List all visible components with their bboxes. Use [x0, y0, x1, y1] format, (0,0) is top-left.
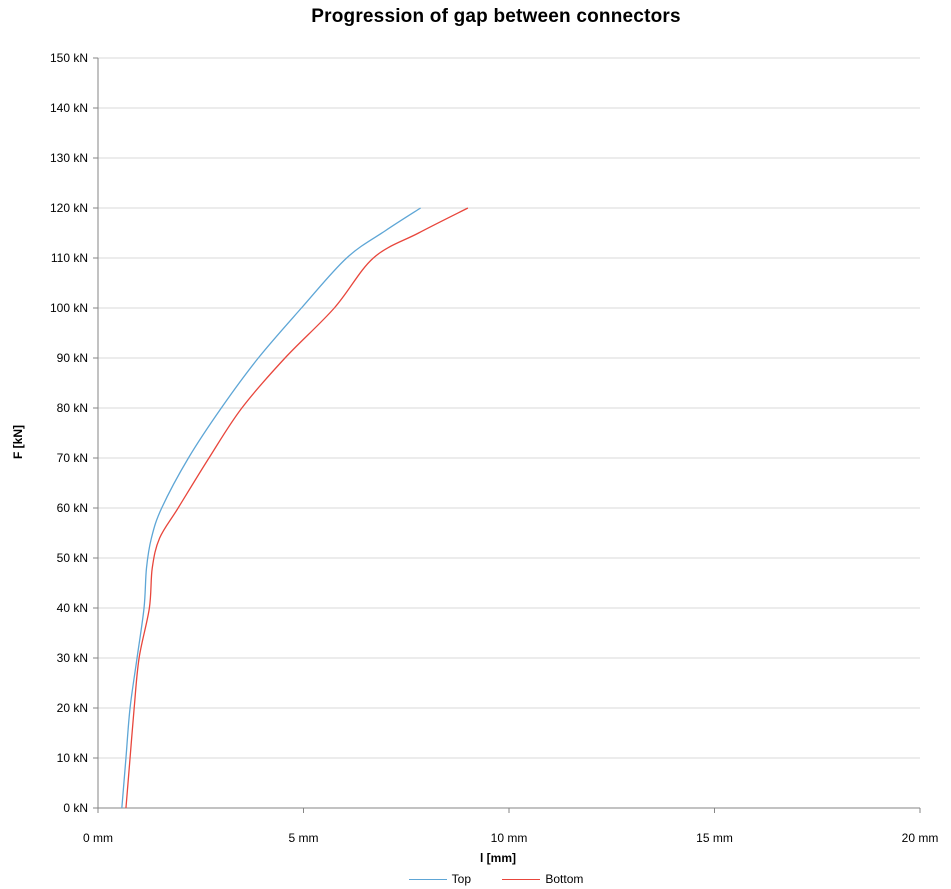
y-tick-label: 30 kN [57, 651, 88, 665]
legend-item-bottom: Bottom [502, 872, 583, 886]
legend-label-top: Top [451, 872, 471, 886]
series-line-bottom [125, 207, 469, 809]
x-axis-title: l [mm] [480, 851, 516, 865]
y-tick-labels: 0 kN 10 kN 20 kN 30 kN 40 kN 50 kN 60 kN 70 kN 8… [50, 51, 88, 815]
y-tick-label: 100 kN [50, 301, 88, 315]
series-lines [121, 207, 469, 809]
series-line-top [121, 207, 421, 809]
y-tick-label: 130 kN [50, 151, 88, 165]
y-tick-label: 10 kN [57, 751, 88, 765]
y-tick-label: 150 kN [50, 51, 88, 65]
y-tick-label: 0 kN [63, 801, 88, 815]
gridlines [98, 57, 920, 759]
y-tick-label: 60 kN [57, 501, 88, 515]
x-tick-label: 0 mm [83, 831, 113, 845]
x-tick-label: 15 mm [696, 831, 733, 845]
y-tick-label: 90 kN [57, 351, 88, 365]
y-tick-label: 80 kN [57, 401, 88, 415]
legend-swatch-top [408, 879, 447, 881]
y-tick-label: 20 kN [57, 701, 88, 715]
x-tick-labels: 0 mm 5 mm 10 mm 15 mm 20 mm [83, 831, 938, 845]
y-tick-label: 40 kN [57, 601, 88, 615]
x-tick-label: 10 mm [491, 831, 528, 845]
y-axis-title: F [kN] [11, 425, 25, 459]
y-tick-label: 140 kN [50, 101, 88, 115]
chart-title: Progression of gap between connectors [311, 6, 681, 27]
x-tick-label: 20 mm [902, 831, 939, 845]
legend-item-top: Top [408, 872, 471, 886]
y-tick-label: 50 kN [57, 551, 88, 565]
axes [93, 57, 921, 813]
y-tick-label: 120 kN [50, 201, 88, 215]
legend-swatch-bottom [502, 879, 541, 881]
legend: Top Bottom [0, 872, 951, 886]
legend-label-bottom: Bottom [545, 872, 584, 886]
y-tick-label: 70 kN [57, 451, 88, 465]
y-tick-label: 110 kN [51, 251, 88, 265]
x-tick-label: 5 mm [289, 831, 319, 845]
